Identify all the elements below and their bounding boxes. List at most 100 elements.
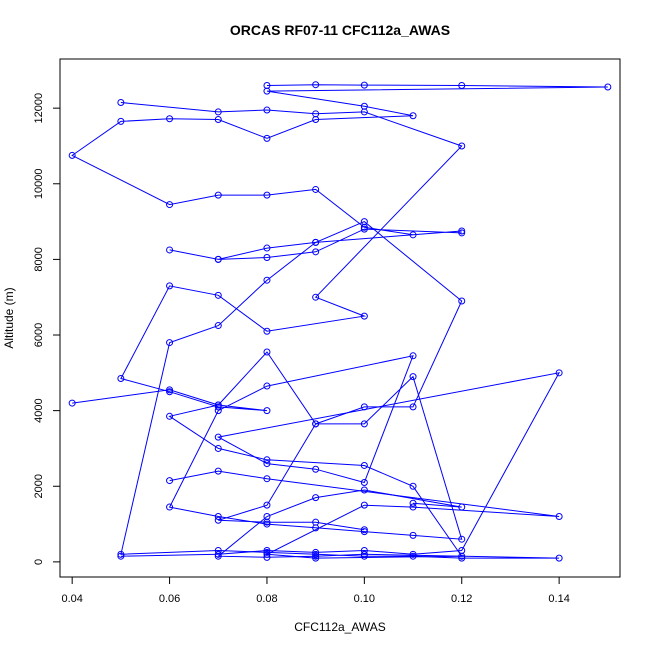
x-axis: 0.04 0.06 0.08 0.10 0.12 0.14 [61,576,570,605]
y-axis-label: Altitude (m) [2,287,16,348]
data-point [312,552,320,560]
data-point [409,482,417,490]
data-point [555,369,563,377]
data-point [409,403,417,411]
data-point [263,407,271,415]
data-point [360,81,368,89]
data-point [263,518,271,526]
data-point [360,486,368,494]
data-point [117,117,125,125]
y-tick-label: 10000 [33,168,45,199]
data-point [263,382,271,390]
data-point [263,134,271,142]
data-point [166,115,174,123]
data-point [166,388,174,396]
data-point [263,87,271,95]
data-point [263,348,271,356]
data-point [312,465,320,473]
data-point [263,460,271,468]
data-point [312,550,320,558]
data-point [409,112,417,120]
data-point [214,403,222,411]
data-point [214,467,222,475]
data-point [263,456,271,464]
data-point [214,255,222,263]
data-point [263,106,271,114]
data-point [312,293,320,301]
data-point [166,339,174,347]
data-point [214,115,222,123]
x-tick-label: 0.04 [61,593,82,605]
y-tick-label: 4000 [33,398,45,422]
data-point [68,151,76,159]
y-tick-label: 12000 [33,93,45,124]
data-point [604,83,612,91]
data-point [263,547,271,555]
data-point [409,503,417,511]
chart-title: ORCAS RF07-11 CFC112a_AWAS [230,22,450,38]
data-point [263,553,271,561]
data-point [263,501,271,509]
data-point [458,81,466,89]
data-point [458,503,466,511]
x-axis-label: CFC112a_AWAS [294,620,386,634]
data-point [68,399,76,407]
data-point [555,554,563,562]
data-point [360,501,368,509]
data-point [214,516,222,524]
data-point [214,513,222,521]
data-point [458,535,466,543]
data-point [360,312,368,320]
series-line [120,355,561,557]
data-point [360,547,368,555]
data-point [409,550,417,558]
data-point [214,291,222,299]
data-point [117,374,125,382]
data-point [458,297,466,305]
x-tick-label: 0.06 [159,593,180,605]
data-point [166,477,174,485]
data-point [214,322,222,330]
data-point [263,475,271,483]
data-point [360,478,368,486]
data-point [312,81,320,89]
data-point [117,98,125,106]
data-point [458,142,466,150]
data-point [409,373,417,381]
data-point [214,191,222,199]
y-tick-label: 2000 [33,474,45,498]
y-tick-label: 6000 [33,323,45,347]
data-point [166,412,174,420]
data-point [166,201,174,209]
data-point [409,499,417,507]
data-point [166,282,174,290]
data-point [555,513,563,521]
data-point [360,528,368,536]
data-point [214,550,222,558]
data-point [214,444,222,452]
data-point [458,227,466,235]
data-point [312,110,320,118]
x-tick-label: 0.14 [548,593,569,605]
y-tick-label: 0 [33,559,45,565]
data-point [409,231,417,239]
data-point [263,244,271,252]
data-point [263,254,271,262]
data-point [360,550,368,558]
data-point [409,352,417,360]
data-point [360,420,368,428]
x-tick-label: 0.12 [451,593,472,605]
data-point [409,552,417,560]
data-point [312,518,320,526]
data-point [214,407,222,415]
data-point [166,503,174,511]
data-point [312,248,320,256]
data-point [263,276,271,284]
data-point [214,108,222,116]
plot-frame [59,58,621,578]
series-line [72,221,560,559]
series-line [71,84,608,260]
data-point [458,547,466,555]
data-point [360,461,368,469]
